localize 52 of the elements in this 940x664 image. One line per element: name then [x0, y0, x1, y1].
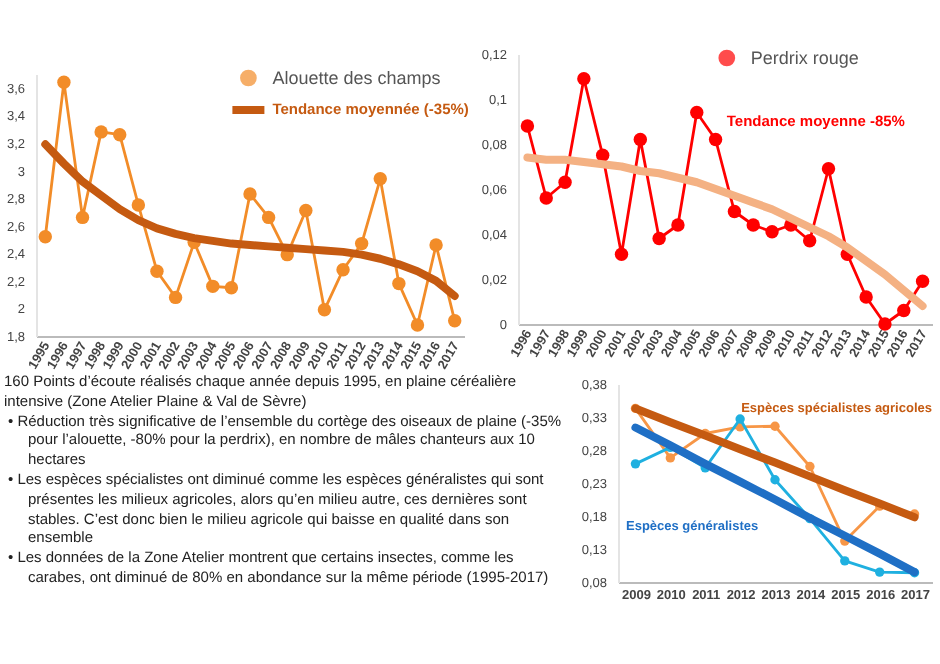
point — [897, 303, 911, 318]
point — [558, 175, 572, 189]
point — [859, 290, 873, 304]
line-series — [523, 153, 927, 310]
point — [392, 276, 406, 291]
point — [261, 210, 276, 225]
point — [690, 105, 704, 120]
point — [665, 453, 676, 463]
point — [652, 231, 666, 246]
point — [168, 290, 183, 305]
point — [746, 218, 760, 232]
point — [520, 119, 535, 133]
point — [113, 127, 127, 142]
point — [727, 204, 742, 219]
legend-label: Perdrix rouge — [750, 48, 859, 68]
point — [539, 191, 553, 205]
point — [708, 132, 723, 147]
point — [840, 556, 850, 566]
point — [630, 459, 641, 469]
point — [770, 421, 780, 431]
point — [150, 264, 164, 278]
point — [57, 75, 71, 89]
line-series — [41, 140, 459, 301]
point — [770, 475, 780, 485]
point — [429, 238, 443, 252]
point — [915, 274, 930, 288]
point — [671, 218, 685, 232]
point — [224, 281, 239, 295]
point — [75, 210, 90, 225]
point — [206, 279, 220, 294]
point — [373, 172, 387, 186]
point — [38, 230, 53, 244]
point — [633, 132, 648, 147]
point — [354, 236, 369, 251]
point — [765, 225, 779, 239]
point — [821, 162, 836, 176]
point — [410, 318, 425, 332]
legend-label: Alouette des champs — [272, 68, 442, 88]
point — [336, 263, 350, 277]
point — [131, 198, 146, 212]
point — [874, 567, 885, 577]
point — [614, 247, 629, 261]
point — [595, 148, 610, 162]
point — [317, 303, 332, 317]
point — [735, 414, 745, 424]
point — [447, 314, 462, 328]
point — [243, 187, 257, 201]
point — [802, 234, 817, 248]
point — [805, 461, 815, 472]
point — [94, 125, 108, 139]
point — [577, 72, 591, 86]
point — [299, 203, 313, 218]
